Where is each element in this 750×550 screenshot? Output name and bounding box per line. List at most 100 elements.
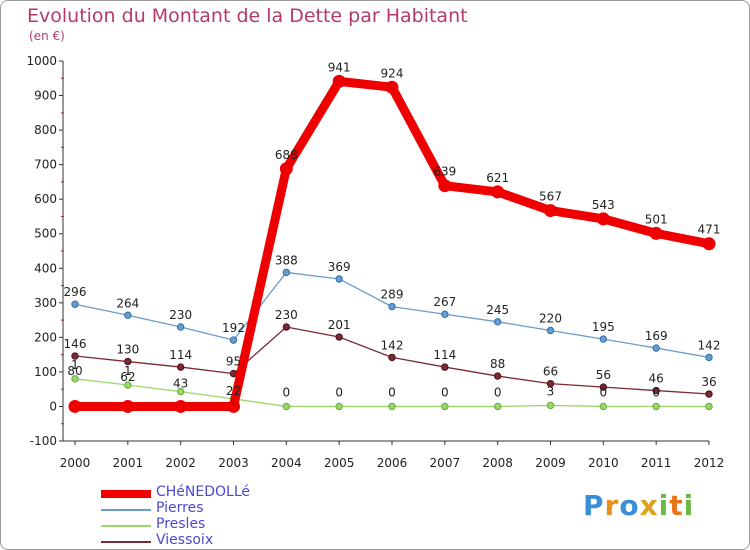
data-point [441,363,449,371]
logo-letter: i [683,489,695,522]
data-point [176,323,185,331]
y-tick-label: 0 [49,399,57,413]
data-label: 195 [592,320,615,334]
data-point [227,399,240,413]
legend-label-viessoix: Viessoix [156,532,214,548]
data-point [176,363,185,371]
data-label: 130 [116,343,139,357]
data-label: 0 [335,385,343,399]
x-tick-label: 2012 [694,456,725,470]
legend-label-presles: Presles [156,516,206,532]
data-label: 88 [490,357,505,371]
data-label: 220 [539,311,562,325]
data-point [493,372,502,380]
legend-item-presles: Presles [101,516,301,534]
data-point [599,335,608,343]
y-tick-label: 600 [34,192,57,206]
data-label: 1 [124,364,132,378]
y-tick-label: 800 [34,123,57,137]
x-tick-label: 2004 [271,456,302,470]
data-point [441,402,449,411]
data-label: 43 [173,377,188,391]
data-point [702,237,716,251]
legend-item-pierres: Pierres [101,500,301,518]
data-label: 0 [283,385,291,399]
data-label: 245 [486,303,509,317]
data-point [649,226,663,240]
data-point [388,353,396,362]
chart-title: Evolution du Montant de la Dette par Hab… [27,5,468,27]
data-point [705,402,713,411]
data-point [388,302,396,311]
proxiti-logo: Proxiti [583,489,694,522]
data-point [68,399,82,413]
data-point [546,326,555,335]
data-label: 267 [433,295,456,309]
data-point [652,386,660,395]
data-label: 688 [275,148,298,162]
y-tick-label: 200 [34,330,57,344]
data-label: 0 [600,385,608,399]
x-tick-label: 2011 [641,456,672,470]
data-point [124,311,132,319]
data-point [599,402,608,411]
y-tick-label: 1000 [26,54,57,68]
x-tick-label: 2003 [218,456,249,470]
y-tick-label: -100 [30,434,57,448]
data-point [121,399,135,413]
data-point [71,375,79,383]
data-label: 0 [388,385,396,399]
data-point [544,204,557,218]
data-label: 142 [698,338,721,352]
data-point [71,352,79,360]
data-label: 146 [64,337,87,351]
legend-swatch-pierres [101,509,151,511]
logo-letter: r [604,489,620,522]
logo-letter: t [669,489,684,522]
x-tick-label: 2000 [60,456,91,470]
data-label: 471 [698,223,721,237]
data-label: 388 [275,253,298,267]
data-point [282,323,291,331]
data-point [279,162,293,176]
legend-swatch-chenedolle [101,490,151,498]
data-label: 230 [169,308,192,322]
data-point [596,212,610,226]
data-point [335,275,343,283]
y-tick-label: 700 [34,158,57,172]
legend-item-chenedolle: CHéNEDOLLé [101,484,301,502]
data-point [335,333,343,341]
data-point [174,399,188,413]
data-label: 66 [543,365,558,379]
data-label: 36 [701,375,716,389]
x-tick-label: 2007 [430,456,461,470]
y-tick-label: 100 [34,365,57,379]
data-label: 1 [71,358,79,372]
data-point [546,401,555,410]
legend-label-pierres: Pierres [156,500,204,516]
data-label: 639 [433,165,456,179]
y-tick-label: 500 [34,227,57,241]
logo-letter: P [583,489,605,522]
x-tick-label: 2002 [165,456,196,470]
data-label: 201 [328,318,351,332]
data-point [599,383,608,391]
data-point [652,402,660,411]
legend-swatch-presles [101,525,151,527]
data-point [493,318,502,326]
data-label: 169 [645,329,668,343]
data-point [229,336,238,344]
data-label: 95 [226,355,241,369]
data-point [441,310,449,318]
y-tick-label: 300 [34,296,57,310]
x-tick-label: 2009 [535,456,566,470]
data-label: 264 [116,296,139,310]
y-tick-label: 900 [34,89,57,103]
data-label: 114 [169,348,192,362]
data-point [493,402,502,411]
data-label: 62 [120,370,135,384]
data-label: 142 [381,338,404,352]
data-label: 501 [645,212,668,226]
data-point [438,179,452,193]
